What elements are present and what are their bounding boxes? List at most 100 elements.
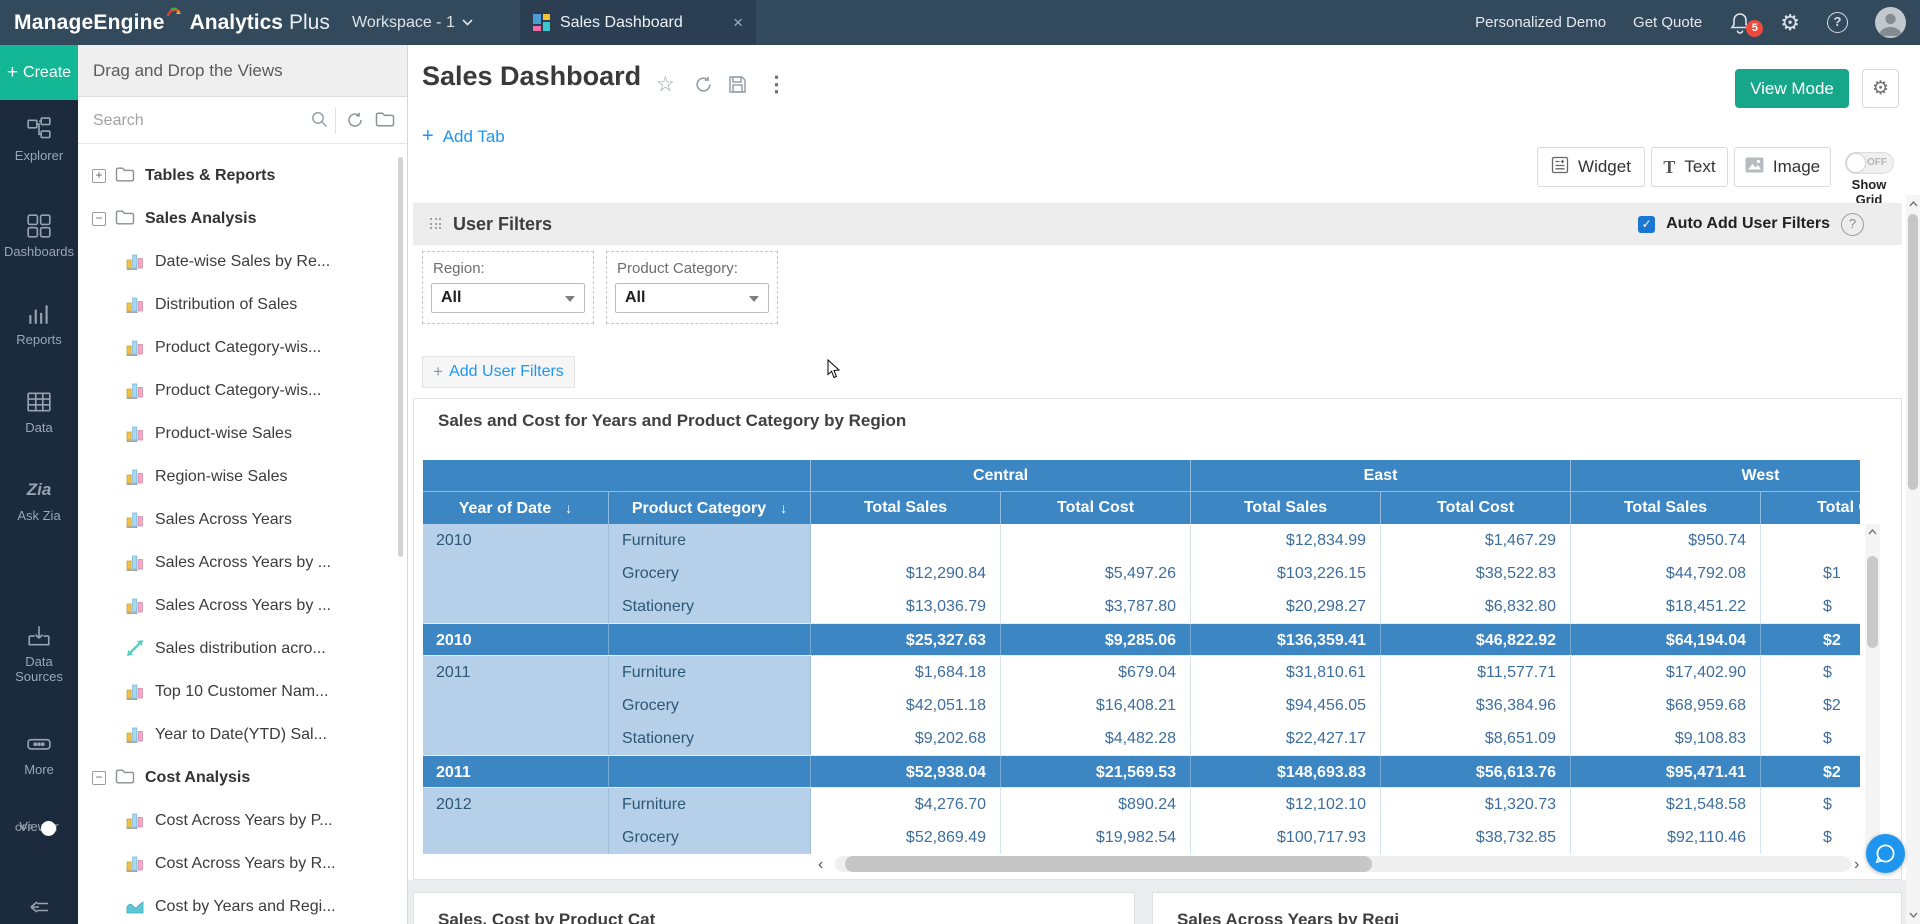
column-header[interactable]: Total Sales: [1191, 492, 1381, 524]
refresh-views-icon[interactable]: [346, 111, 364, 134]
add-tab-button[interactable]: + Add Tab: [422, 125, 505, 148]
create-button[interactable]: + Create: [0, 45, 78, 100]
tree-item[interactable]: Sales Across Years by ...: [78, 584, 407, 627]
dashboard-settings-button[interactable]: ⚙: [1862, 69, 1899, 108]
table-summary-row[interactable]: 2010 $25,327.63 $9,285.06 $136,359.41 $46,82…: [423, 623, 1860, 656]
rail-item-reports[interactable]: Reports: [0, 301, 78, 347]
table-row[interactable]: Grocery $52,869.49 $19,982.54 $100,717.93 $3…: [423, 821, 1860, 854]
rail-item-dashboards[interactable]: Dashboards: [0, 213, 78, 259]
viewer-toggle-item[interactable]: OFF Viewer: [0, 819, 78, 836]
table-horizontal-scrollbar[interactable]: [835, 856, 1851, 872]
table-row[interactable]: Grocery $42,051.18 $16,408.21 $94,456.05 $36…: [423, 689, 1860, 722]
tree-scrollbar[interactable]: [398, 157, 403, 557]
tree-item[interactable]: − Sales Analysis: [78, 197, 407, 240]
workspace-selector[interactable]: Workspace - 1: [352, 0, 473, 45]
page-vertical-scrollbar[interactable]: [1906, 195, 1920, 924]
caret-down-icon: [749, 296, 759, 302]
tree-item[interactable]: Date-wise Sales by Re...: [78, 240, 407, 283]
tree-item[interactable]: Region-wise Sales: [78, 455, 407, 498]
column-header[interactable]: Total Sales: [1571, 492, 1761, 524]
tree-item[interactable]: Product Category-wis...: [78, 326, 407, 369]
get-quote-link[interactable]: Get Quote: [1633, 14, 1703, 31]
sort-descending-icon[interactable]: ↓: [565, 500, 573, 516]
live-chat-button[interactable]: [1866, 834, 1905, 873]
scrollbar-thumb[interactable]: [1867, 556, 1878, 648]
more-options-kebab-icon[interactable]: ⋮: [766, 73, 787, 96]
widget-button[interactable]: Widget: [1537, 147, 1645, 187]
collapse-expander-icon[interactable]: −: [92, 211, 106, 226]
column-header[interactable]: Total Cost: [1381, 492, 1571, 524]
scroll-down-icon[interactable]: [1906, 909, 1920, 921]
notifications-button[interactable]: 5: [1729, 11, 1764, 37]
folder-view-icon[interactable]: [375, 111, 395, 133]
scroll-up-icon[interactable]: [1906, 198, 1920, 210]
table-row[interactable]: Grocery $12,290.84 $5,497.26 $103,226.15 $38…: [423, 557, 1860, 590]
expand-expander-icon[interactable]: +: [92, 168, 106, 183]
notification-badge: 5: [1746, 19, 1764, 37]
scrollbar-thumb[interactable]: [845, 856, 1372, 872]
tree-item[interactable]: Product Category-wis...: [78, 369, 407, 412]
table-row[interactable]: 2012 Furniture $4,276.70 $890.24 $12,102.10 $…: [423, 788, 1860, 821]
table-row[interactable]: 2010 Furniture $12,834.99 $1,467.29 $950.74: [423, 524, 1860, 557]
show-grid-toggle[interactable]: OFF: [1845, 152, 1894, 174]
rail-item-more[interactable]: More: [0, 731, 78, 777]
tree-item[interactable]: Distribution of Sales: [78, 283, 407, 326]
image-label: Image: [1772, 157, 1821, 176]
tab-sales-dashboard[interactable]: Sales Dashboard ×: [520, 0, 756, 45]
tree-item[interactable]: Product-wise Sales: [78, 412, 407, 455]
tree-item[interactable]: Sales distribution acro...: [78, 627, 407, 670]
scroll-left-icon[interactable]: ‹: [818, 856, 824, 873]
favorite-star-icon[interactable]: ☆: [656, 73, 675, 96]
image-button[interactable]: Image: [1734, 147, 1831, 187]
tree-item[interactable]: Sales Across Years by ...: [78, 541, 407, 584]
toggle-knob: [1847, 154, 1865, 172]
search-input[interactable]: Search: [93, 112, 144, 129]
product-category-select[interactable]: All: [615, 283, 769, 313]
settings-gear-icon[interactable]: ⚙: [1780, 9, 1800, 35]
sort-descending-icon[interactable]: ↓: [780, 500, 788, 516]
table-summary-row[interactable]: 2011 $52,938.04 $21,569.53 $148,693.83 $56,6…: [423, 755, 1860, 788]
column-header[interactable]: Product Category ↓: [609, 492, 811, 524]
refresh-dashboard-icon[interactable]: [694, 75, 713, 100]
column-header[interactable]: Year of Date ↓: [423, 492, 609, 524]
filters-help-icon[interactable]: ?: [1841, 212, 1864, 236]
table-row[interactable]: Stationery $13,036.79 $3,787.80 $20,298.27 $…: [423, 590, 1860, 623]
tree-item[interactable]: Cost Across Years by P...: [78, 799, 407, 842]
rail-item-explorer[interactable]: Explorer: [0, 117, 78, 163]
scrollbar-thumb[interactable]: [1908, 214, 1918, 490]
auto-add-checkbox[interactable]: ✓: [1638, 215, 1656, 233]
tree-item[interactable]: − Cost Analysis: [78, 756, 407, 799]
tree-item[interactable]: Year to Date(YTD) Sal...: [78, 713, 407, 756]
rail-item-ask-zia[interactable]: Zia Ask Zia: [0, 477, 78, 523]
table-row[interactable]: 2011 Furniture $1,684.18 $679.04 $31,810.61 $…: [423, 656, 1860, 689]
table-vertical-scrollbar[interactable]: [1865, 524, 1880, 854]
column-header[interactable]: Total Cost: [1761, 492, 1860, 524]
column-header[interactable]: Total Sales: [811, 492, 1001, 524]
table-row[interactable]: Stationery $9,202.68 $4,482.28 $22,427.17 $8…: [423, 722, 1860, 755]
tree-item[interactable]: Top 10 Customer Nam...: [78, 670, 407, 713]
save-icon[interactable]: [728, 75, 747, 100]
drag-handle-icon[interactable]: [430, 218, 442, 230]
value-cell: $12,102.10: [1191, 788, 1381, 821]
rail-item-data[interactable]: Data: [0, 389, 78, 435]
search-icon[interactable]: [311, 111, 328, 133]
scroll-up-icon[interactable]: [1865, 526, 1880, 538]
add-user-filters-button[interactable]: + Add User Filters: [422, 356, 575, 388]
personalized-demo-link[interactable]: Personalized Demo: [1475, 14, 1607, 31]
tree-item[interactable]: + Tables & Reports: [78, 154, 407, 197]
tree-item[interactable]: Sales Across Years: [78, 498, 407, 541]
avatar[interactable]: [1875, 7, 1906, 38]
view-mode-button[interactable]: View Mode: [1735, 69, 1849, 108]
region-select[interactable]: All: [431, 283, 585, 313]
collapse-rail-button[interactable]: [0, 897, 78, 922]
tab-close-icon[interactable]: ×: [733, 13, 743, 32]
column-header[interactable]: Total Cost: [1001, 492, 1191, 524]
rail-item-data-sources[interactable]: Data Sources: [0, 623, 78, 684]
category-cell: [609, 756, 811, 787]
collapse-expander-icon[interactable]: −: [92, 770, 106, 785]
text-button[interactable]: T Text: [1651, 147, 1728, 187]
tree-item[interactable]: Cost by Years and Regi...: [78, 885, 407, 924]
scroll-right-icon[interactable]: ›: [1854, 856, 1860, 873]
help-icon[interactable]: ?: [1827, 12, 1848, 33]
tree-item[interactable]: Cost Across Years by R...: [78, 842, 407, 885]
